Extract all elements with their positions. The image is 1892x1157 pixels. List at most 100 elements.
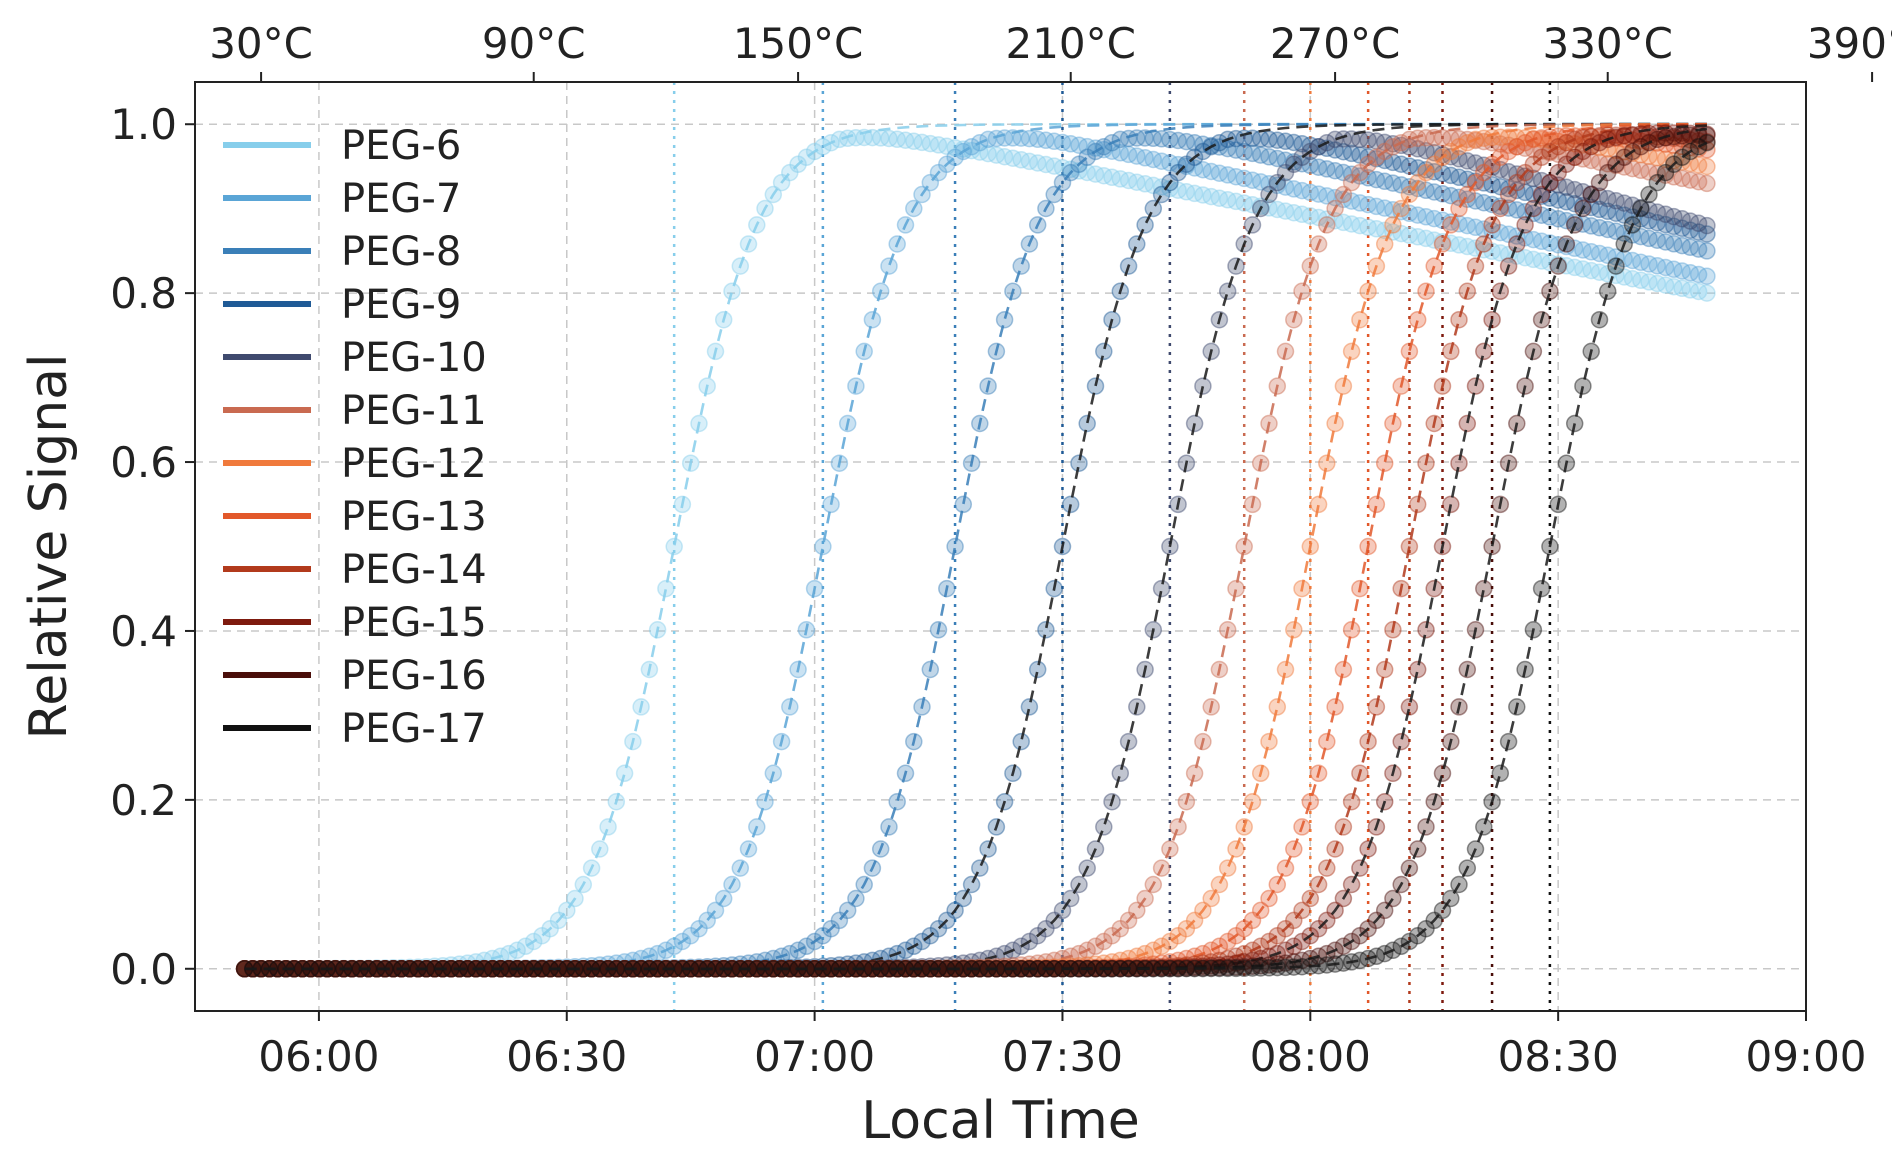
data-point — [1524, 230, 1543, 249]
data-point — [1161, 130, 1179, 149]
data-point — [1450, 454, 1468, 472]
data-point — [1491, 177, 1510, 196]
data-point — [1499, 225, 1518, 244]
data-point — [1400, 130, 1419, 149]
data-point — [1673, 169, 1691, 188]
legend-label: PEG-13 — [341, 494, 487, 540]
data-point — [1144, 199, 1163, 218]
data-point — [1251, 146, 1270, 164]
data-point — [1375, 235, 1394, 253]
legend-item: PEG-10 — [223, 335, 487, 381]
data-point — [1210, 875, 1229, 894]
data-point — [1615, 268, 1633, 286]
data-point — [1689, 126, 1708, 144]
data-point — [1582, 217, 1600, 235]
legend-item: PEG-8 — [223, 229, 461, 275]
data-point — [1334, 660, 1353, 679]
data-point — [1285, 133, 1303, 152]
data-point — [1656, 150, 1675, 168]
data-point — [599, 818, 617, 836]
data-point — [1144, 150, 1163, 169]
data-point — [1309, 208, 1328, 227]
data-point — [1582, 151, 1600, 170]
data-point — [1524, 199, 1543, 218]
data-point — [1408, 159, 1427, 177]
data-point — [946, 537, 964, 556]
y-tick-label: 1.0 — [110, 100, 177, 149]
data-point — [1012, 257, 1030, 275]
legend-item: PEG-14 — [223, 547, 487, 593]
data-point — [1532, 206, 1551, 224]
legend: PEG-6 PEG-7 PEG-8 PEG-9 PEG-10 PEG-11 PEG-12 PE… — [223, 123, 487, 752]
data-point — [1334, 190, 1353, 209]
data-point — [1095, 818, 1113, 836]
data-point — [1607, 204, 1625, 222]
data-point — [880, 947, 898, 966]
top-tick-label: 270°C — [1270, 19, 1401, 68]
data-point — [1574, 241, 1592, 259]
top-tick-label: 90°C — [482, 19, 586, 68]
data-point — [1367, 170, 1386, 189]
data-point — [1615, 158, 1633, 176]
top-tick-label: 210°C — [1005, 19, 1136, 68]
data-point — [1392, 155, 1410, 173]
data-point — [1607, 222, 1625, 241]
data-point — [516, 937, 535, 956]
data-point — [1268, 149, 1287, 168]
data-point — [1442, 889, 1460, 908]
data-point — [1516, 139, 1534, 157]
data-point — [1640, 127, 1658, 146]
data-point — [1095, 342, 1113, 361]
legend-item: PEG-9 — [223, 282, 461, 328]
data-point — [1417, 229, 1435, 248]
legend-item: PEG-11 — [223, 388, 487, 434]
data-point — [1541, 253, 1559, 272]
data-point — [1615, 206, 1633, 224]
data-point — [1351, 859, 1369, 877]
data-point — [1483, 537, 1501, 556]
data-point — [1532, 232, 1551, 251]
x-tick-label: 06:00 — [258, 1032, 379, 1081]
data-point — [1012, 151, 1030, 169]
data-point — [1400, 698, 1419, 716]
data-point — [1326, 698, 1344, 716]
data-point — [1194, 377, 1212, 395]
data-point — [1689, 156, 1708, 174]
data-point — [1351, 194, 1369, 212]
data-point — [1417, 181, 1435, 200]
data-point — [1632, 161, 1650, 180]
data-point — [1161, 154, 1179, 172]
data-point — [1359, 218, 1377, 236]
data-point — [1408, 310, 1427, 329]
data-point — [1152, 130, 1171, 148]
data-point — [1070, 136, 1088, 154]
data-point — [1541, 208, 1559, 226]
legend-label: PEG-8 — [341, 229, 461, 275]
data-point — [1359, 169, 1377, 187]
data-point — [1590, 263, 1609, 281]
data-point — [1598, 282, 1617, 301]
data-point — [1218, 282, 1237, 301]
data-point — [1681, 154, 1700, 173]
data-point — [1590, 200, 1609, 219]
data-point — [1681, 171, 1700, 189]
data-point — [1632, 253, 1650, 272]
data-point — [1565, 258, 1584, 277]
data-point — [1656, 276, 1675, 294]
data-point — [1392, 199, 1410, 218]
data-point — [1235, 537, 1253, 556]
data-point — [1623, 159, 1642, 178]
data-point — [1293, 951, 1311, 970]
data-point — [1458, 170, 1477, 188]
data-point — [1615, 250, 1633, 268]
data-point — [1623, 251, 1642, 270]
data-point — [1607, 192, 1625, 210]
data-point — [1648, 213, 1667, 232]
legend-item: PEG-13 — [223, 494, 487, 540]
data-point — [1136, 175, 1154, 193]
data-point — [1020, 698, 1039, 716]
data-point — [1218, 166, 1237, 184]
data-point — [1442, 166, 1460, 185]
data-point — [1367, 495, 1386, 514]
y-tick-label: 0.2 — [110, 776, 177, 825]
